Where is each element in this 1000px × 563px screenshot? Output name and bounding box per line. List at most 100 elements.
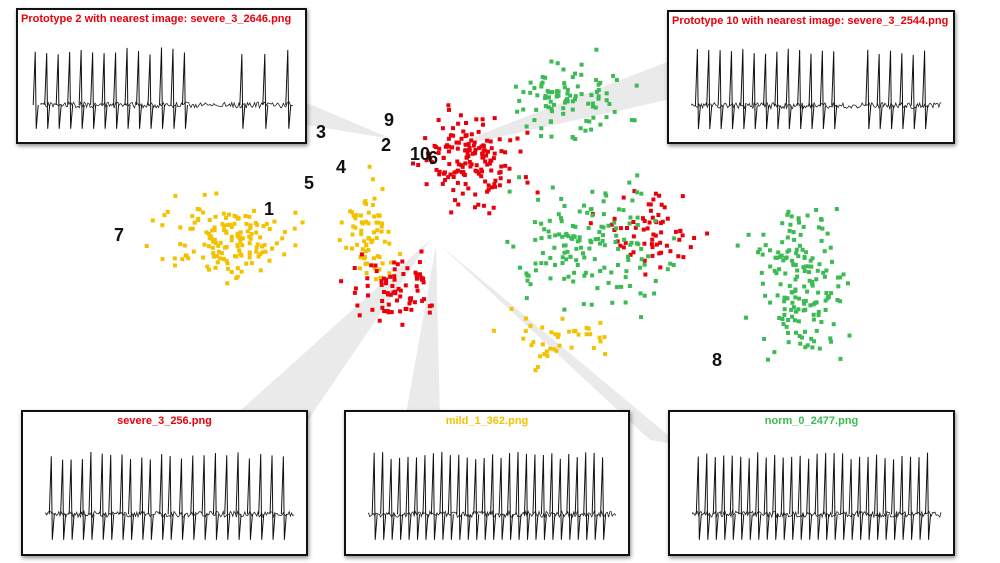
scatter-point [668,261,673,266]
scatter-point [379,282,384,287]
scatter-point [415,276,420,281]
scatter-point [596,236,600,241]
waveform-spike [728,51,735,130]
scatter-point [350,232,355,237]
scatter-point [777,267,782,272]
scatter-point [517,175,522,180]
scatter-point [351,224,356,229]
scatter-point [794,309,799,314]
scatter-point [564,257,569,262]
scatter-point [459,136,464,141]
scatter-point [556,212,561,217]
scatter-point [556,93,561,98]
scatter-point [788,222,793,227]
scatter-point [802,255,807,259]
scatter-point [650,237,655,242]
waveform-spike [481,458,488,540]
scatter-point [400,322,405,327]
scatter-point [456,121,461,126]
scatter-point [476,202,481,207]
scatter-point [255,242,260,247]
scatter-point [387,241,392,246]
scatter-point [467,146,472,150]
scatter-point [484,153,489,158]
scatter-point [834,207,839,211]
scatter-point [636,242,641,247]
waveform-spike [780,457,787,540]
scatter-point [609,270,614,275]
scatter-point [579,92,584,97]
scatter-point [447,107,451,112]
scatter-point [525,278,530,283]
scatter-point [553,263,557,267]
waveform-image [32,47,294,129]
scatter-point [528,282,533,287]
scatter-point [628,252,633,257]
scatter-point [252,208,256,213]
scatter-point [372,256,376,261]
scatter-point [206,231,211,236]
scatter-point [759,270,764,275]
scatter-point [790,258,795,263]
scatter-point [229,238,234,243]
scatter-point [635,173,640,178]
scatter-point [473,168,478,173]
scatter-point [540,75,545,79]
waveform-spike [899,53,906,130]
scatter-point [480,117,485,122]
scatter-point [497,137,502,142]
scatter-point [584,119,589,123]
scatter-point [459,170,464,175]
scatter-point [455,146,460,151]
scatter-point [632,118,637,123]
scatter-point [604,98,609,103]
scatter-point [507,166,512,171]
scatter-point [489,146,494,151]
scatter-point [819,238,824,243]
scatter-point [395,262,400,267]
scatter-point [238,230,243,235]
scatter-point [579,245,583,250]
scatter-point [517,98,522,103]
waveform-spike [167,456,174,540]
scatter-point [774,271,779,276]
scatter-point [539,236,544,241]
scatter-point [366,221,371,226]
scatter-point [344,245,349,250]
scatter-point [282,252,287,257]
scatter-point [353,216,358,221]
waveform-spike [422,455,429,540]
scatter-point [781,258,786,263]
scatter-point [665,267,670,272]
scatter-point [219,251,224,256]
scatter-point [602,243,607,248]
scatter-point [533,261,538,266]
scatter-point [483,179,488,184]
scatter-point [642,241,647,246]
waveform-spike [882,458,889,540]
scatter-point [652,291,657,296]
scatter-point [390,284,395,288]
panel-bottom-right: norm_0_2477.png [668,410,955,556]
waveform-spike [922,50,929,130]
scatter-point [559,196,564,201]
scatter-point [838,275,843,280]
scatter-point [647,220,652,225]
scatter-point [419,249,424,254]
scatter-point [603,191,608,196]
scatter-point [562,204,567,208]
scatter-point [803,345,808,350]
scatter-point [369,263,374,268]
scatter-point [549,134,554,139]
scatter-point [479,144,484,149]
scatter-point [757,247,762,252]
waveform-spike [704,453,711,540]
scatter-point [466,186,471,191]
scatter-point [782,312,787,317]
scatter-point [586,226,591,230]
scatter-point [215,260,220,265]
scatter-point [565,97,570,102]
prototype-label-3: 3 [316,122,327,142]
scatter-point [787,283,792,288]
waveform-spike [147,459,154,540]
